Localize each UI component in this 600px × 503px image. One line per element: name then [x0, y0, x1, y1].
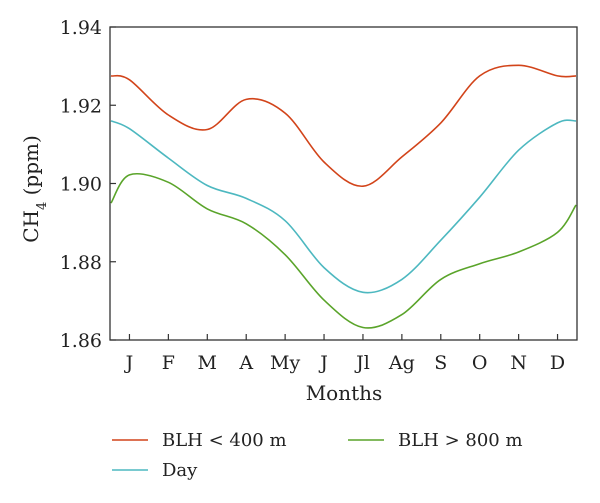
y-tick-label: 1.94 [60, 17, 102, 39]
y-axis-title: CH4 (ppm) [19, 135, 50, 243]
y-tick-label: 1.88 [60, 252, 102, 274]
x-tick-label: My [270, 352, 300, 374]
y-tick-label: 1.90 [60, 174, 102, 196]
x-tick-label: M [198, 352, 217, 374]
y-tick-label: 1.86 [60, 330, 102, 352]
legend-label: BLH > 800 m [398, 430, 523, 451]
legend: BLH < 400 m BLH > 800 m Day [112, 430, 523, 481]
x-tick-label: Jl [354, 352, 370, 374]
x-tick-label: N [510, 352, 527, 374]
x-tick-label: S [434, 352, 447, 374]
x-tick-label: J [318, 352, 328, 374]
x-tick-label: A [238, 352, 253, 374]
x-tick-label: F [162, 352, 175, 374]
x-tick-label: O [472, 352, 488, 374]
y-tick-label: 1.92 [60, 95, 102, 117]
axes: 1.86 1.88 1.90 1.92 1.94 J F M A My J Jl Ag S O N D [60, 17, 578, 374]
series-line [110, 119, 577, 294]
x-tick-label: D [550, 352, 565, 374]
series-line [110, 64, 577, 188]
legend-label: BLH < 400 m [162, 430, 287, 451]
x-axis-title: Months [306, 381, 383, 405]
series-line [110, 172, 577, 329]
plot-frame [109, 26, 578, 341]
plot-area [110, 64, 577, 329]
legend-label: Day [162, 460, 198, 481]
x-tick-label: Ag [388, 352, 415, 374]
x-tick-label: J [124, 352, 134, 374]
